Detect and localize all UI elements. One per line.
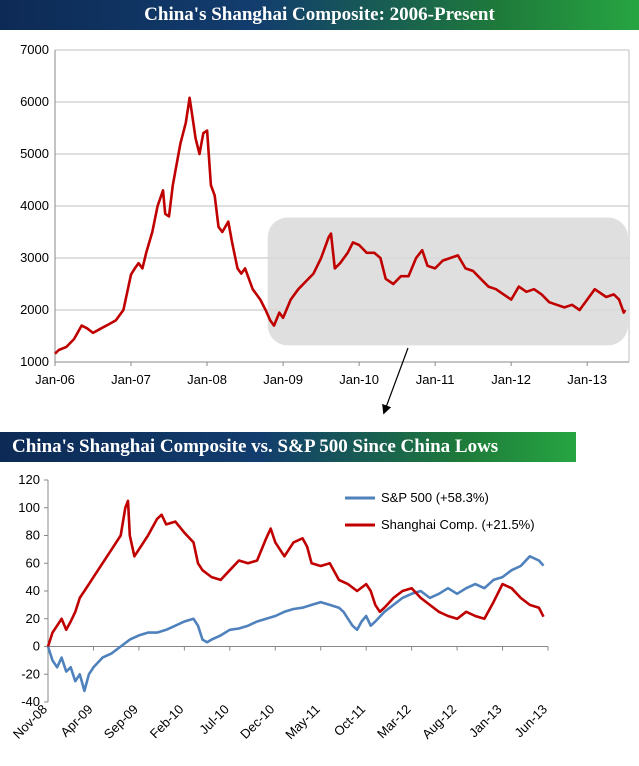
chart1-title-banner: China's Shanghai Composite: 2006-Present bbox=[0, 0, 639, 30]
chart2-title-banner: China's Shanghai Composite vs. S&P 500 S… bbox=[0, 432, 576, 462]
chart1-x-tick-label: Jan-12 bbox=[491, 372, 531, 387]
chart2-series-line bbox=[46, 499, 545, 647]
chart2-y-tick-label: 100 bbox=[18, 500, 40, 515]
chart2-legend: S&P 500 (+58.3%) Shanghai Comp. (+21.5%) bbox=[345, 490, 535, 532]
chart1-shaded-region bbox=[267, 217, 628, 346]
chart2-axes bbox=[44, 479, 549, 703]
chart2-y-tick-label: 20 bbox=[26, 611, 40, 626]
chart1-x-tick-label: Jan-13 bbox=[567, 372, 607, 387]
chart2-y-tick-label: -20 bbox=[21, 666, 40, 681]
chart1-y-tick-label: 3000 bbox=[20, 250, 49, 265]
chart2-x-tick-label: May-11 bbox=[282, 702, 323, 743]
chart2-x-tick-label: Apr-09 bbox=[57, 702, 95, 740]
chart1-tick-labels: 1000 2000 3000 4000 5000 6000 7000 Jan-06 Jan-07… bbox=[20, 42, 607, 387]
chart2-series bbox=[46, 499, 545, 693]
chart1-y-tick-label: 1000 bbox=[20, 354, 49, 369]
chart1-title: China's Shanghai Composite: 2006-Present bbox=[144, 4, 495, 25]
chart2-x-tick-label: Feb-10 bbox=[147, 702, 187, 742]
chart2-y-tick-label: 120 bbox=[18, 472, 40, 487]
chart2-x-tick-label: Jun-13 bbox=[511, 702, 550, 741]
chart2-legend-label: S&P 500 (+58.3%) bbox=[381, 490, 489, 505]
arrow-line bbox=[382, 347, 409, 415]
chart1-x-tick-label: Jan-06 bbox=[35, 372, 75, 387]
chart2-y-tick-label: 80 bbox=[26, 528, 40, 543]
shanghai-composite-chart: 1000 2000 3000 4000 5000 6000 7000 Jan-06 Jan-07… bbox=[20, 42, 630, 387]
chart2-y-tick-label: 0 bbox=[33, 639, 40, 654]
chart1-series-line bbox=[54, 96, 627, 355]
chart1-y-tick-label: 5000 bbox=[20, 146, 49, 161]
chart1-y-tick-label: 7000 bbox=[20, 42, 49, 57]
chart2-title: China's Shanghai Composite vs. S&P 500 S… bbox=[12, 436, 499, 457]
chart2-x-tick-label: Jul-10 bbox=[196, 702, 232, 738]
chart2-x-tick-label: Mar-12 bbox=[374, 702, 414, 742]
chart1-x-tick-label: Jan-11 bbox=[416, 372, 455, 387]
chart2-x-tick-label: Dec-10 bbox=[237, 702, 277, 742]
chart1-series bbox=[54, 96, 627, 355]
chart2-x-tick-label: Aug-12 bbox=[419, 702, 459, 742]
chart1-x-tick-label: Jan-10 bbox=[339, 372, 379, 387]
pointer-arrow bbox=[382, 347, 409, 415]
chart1-highlight-box bbox=[267, 217, 628, 346]
chart1-y-tick-label: 6000 bbox=[20, 94, 49, 109]
chart1-x-tick-label: Jan-09 bbox=[263, 372, 303, 387]
chart2-y-tick-label: 40 bbox=[26, 583, 40, 598]
chart2-x-tick-label: Sep-09 bbox=[101, 702, 141, 742]
chart2-x-tick-label: Oct-11 bbox=[331, 702, 369, 740]
chart1-axes bbox=[54, 50, 630, 366]
chart2-legend-label: Shanghai Comp. (+21.5%) bbox=[381, 517, 535, 532]
chart1-y-tick-label: 4000 bbox=[20, 198, 49, 213]
chart1-y-tick-label: 2000 bbox=[20, 302, 49, 317]
chart1-x-tick-label: Jan-07 bbox=[111, 372, 151, 387]
chart2-series-line bbox=[46, 555, 545, 693]
chart2-y-tick-label: -40 bbox=[21, 694, 40, 709]
chart1-x-tick-label: Jan-08 bbox=[187, 372, 227, 387]
chart2-x-tick-label: Jan-13 bbox=[466, 702, 505, 741]
chart2-y-tick-label: 60 bbox=[26, 555, 40, 570]
